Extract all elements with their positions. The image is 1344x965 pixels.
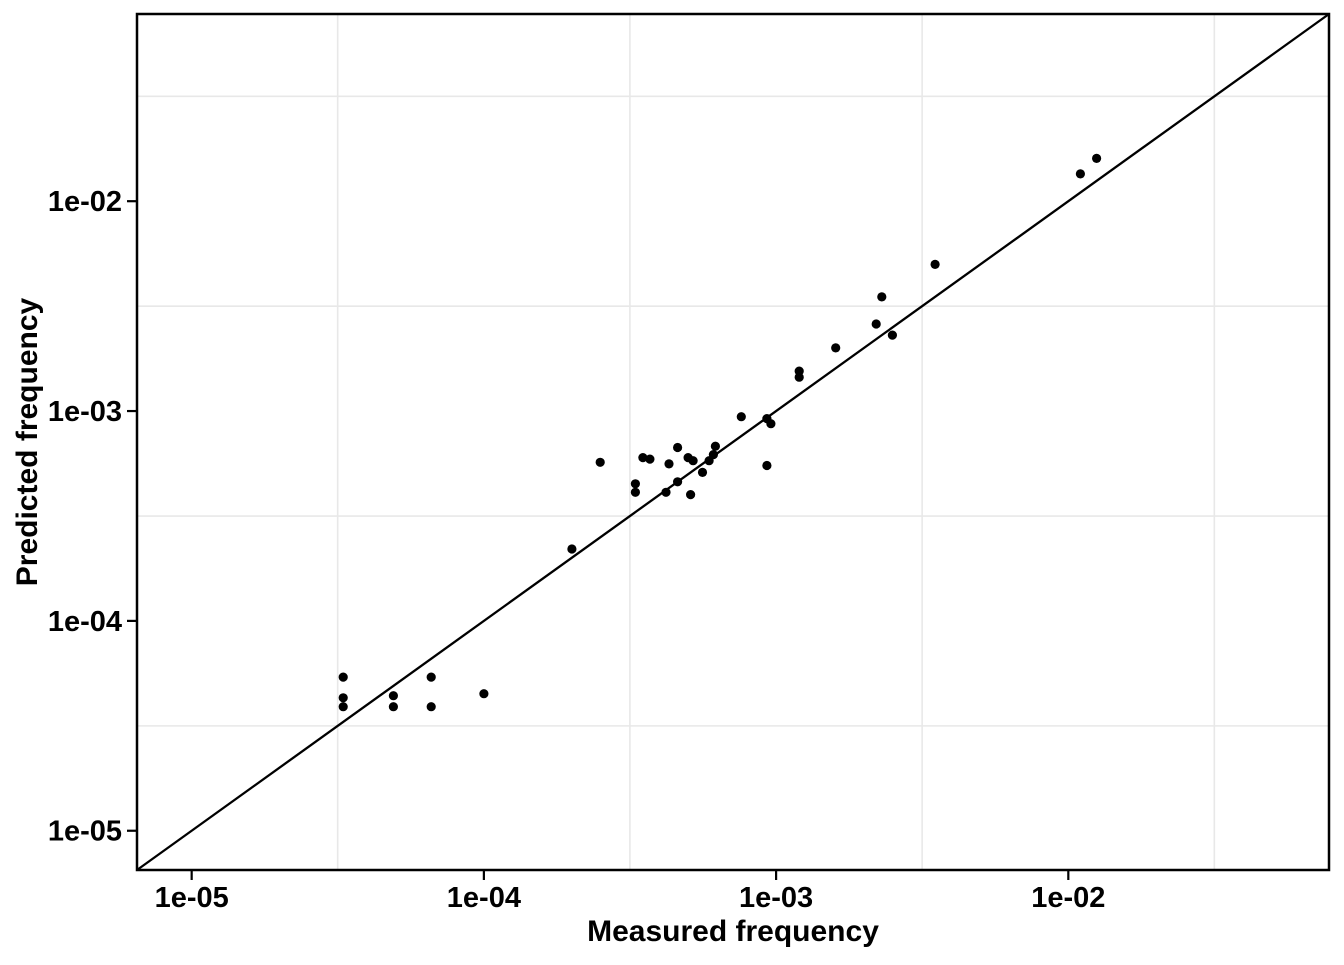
- data-point: [338, 702, 348, 712]
- data-point: [661, 487, 671, 497]
- data-point: [1092, 153, 1102, 163]
- data-point: [388, 691, 398, 701]
- data-point: [710, 441, 721, 451]
- data-point: [630, 487, 641, 497]
- data-point: [736, 412, 746, 422]
- y-tick-label: 1e-03: [48, 396, 122, 428]
- data-point: [673, 477, 683, 487]
- data-point: [794, 372, 804, 382]
- data-point: [673, 442, 683, 453]
- data-point: [887, 330, 898, 340]
- x-tick-label: 1e-04: [447, 882, 521, 914]
- panel-border: [135, 12, 1331, 872]
- data-point: [871, 319, 881, 329]
- data-point: [708, 450, 719, 460]
- data-point: [762, 460, 772, 471]
- data-point: [664, 459, 674, 469]
- data-point: [831, 343, 841, 353]
- data-point: [426, 672, 436, 682]
- data-point: [567, 544, 577, 554]
- identity-line: [136, 13, 1330, 871]
- x-tick-label: 1e-05: [155, 882, 229, 914]
- x-axis-title: Measured frequency: [587, 915, 879, 948]
- data-point: [697, 467, 708, 477]
- data-point: [766, 419, 776, 429]
- data-point: [1075, 169, 1085, 179]
- y-axis-title: Predicted frequency: [11, 297, 44, 586]
- data-point: [630, 479, 641, 489]
- data-point: [645, 454, 655, 464]
- y-tick-label: 1e-05: [48, 816, 122, 848]
- data-point: [595, 457, 605, 467]
- data-point: [930, 259, 940, 269]
- data-point: [426, 702, 436, 712]
- data-point: [388, 702, 398, 712]
- data-point: [686, 490, 696, 500]
- data-point: [638, 453, 648, 463]
- y-tick-label: 1e-02: [48, 186, 122, 218]
- data-point: [688, 456, 698, 466]
- tick-labels-layer: 1e-05 1e-04 1e-03 1e-02 1e-05 1e-04 1e-03 1e-02: [48, 186, 1106, 914]
- y-tick-label: 1e-04: [48, 606, 122, 638]
- data-point: [338, 693, 348, 703]
- x-tick-label: 1e-02: [1031, 882, 1105, 914]
- gridlines-layer: [137, 14, 1329, 870]
- x-tick-label: 1e-03: [739, 882, 813, 914]
- points-layer: [338, 153, 1102, 712]
- data-point: [479, 689, 489, 699]
- ticks-layer: [127, 200, 1070, 880]
- data-point: [877, 292, 887, 302]
- data-point: [338, 672, 348, 682]
